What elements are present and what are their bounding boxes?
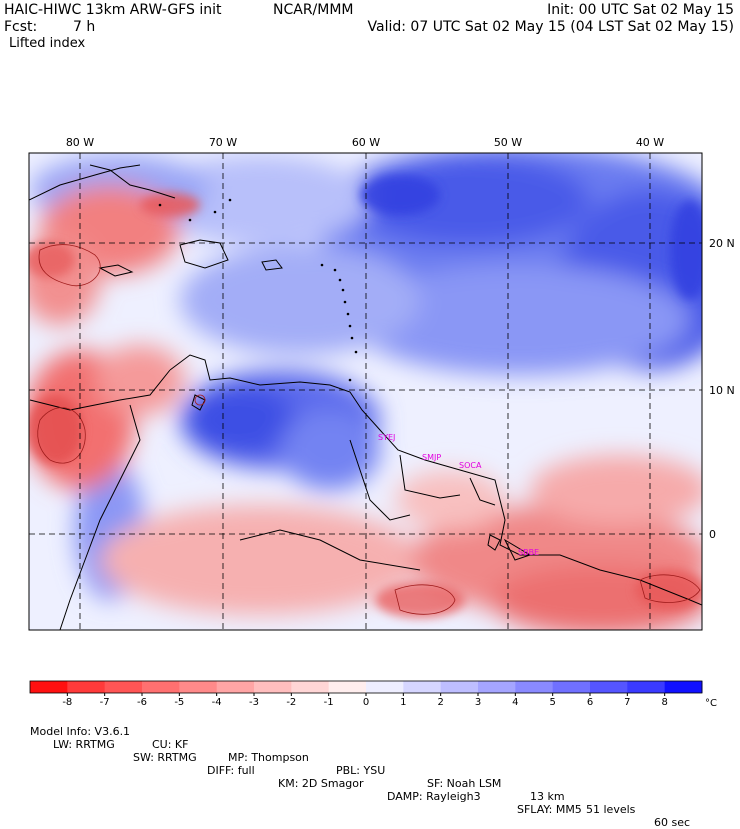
colorbar-tick-label: -6 <box>137 697 147 708</box>
footer-item: Model Info: V3.6.1 <box>30 725 131 738</box>
lon-label: 50 W <box>494 136 522 149</box>
organization-label: NCAR/MMM <box>273 2 354 18</box>
station-label: SOCA <box>459 461 482 470</box>
colorbar-tick-label: -7 <box>100 697 110 708</box>
colorbar-swatch <box>67 681 106 693</box>
lifted-index-map: 80 W 70 W 60 W 50 W 40 W 20 N 10 N 0 SYE… <box>28 136 735 709</box>
lon-label: 40 W <box>636 136 664 149</box>
station-label: SYEJ <box>378 433 395 442</box>
colorbar-swatch <box>515 681 554 693</box>
colorbar-swatch <box>216 681 255 693</box>
colorbar-swatch <box>179 681 218 693</box>
colorbar-tick-label: 6 <box>587 697 593 708</box>
footer-item: SFLAY: MM5 <box>517 803 582 816</box>
field-name: Lifted index <box>9 36 86 51</box>
footer-item: 51 levels <box>586 803 636 816</box>
model-info-line-2: LW: RRTMG SW: RRTMG DIFF: full KM: 2D Sm… <box>53 725 582 816</box>
colorbar: -8 -7 -6 -5 -4 -3 -2 -1 0 1 2 3 4 5 6 7 8 <box>29 680 703 708</box>
forecast-label: Fcst: <box>4 19 38 35</box>
footer-item: SF: Noah LSM <box>427 777 502 790</box>
lat-label: 10 N <box>709 384 735 397</box>
colorbar-swatch <box>552 681 591 693</box>
valid-time: Valid: 07 UTC Sat 02 May 15 (04 LST Sat … <box>367 19 734 35</box>
colorbar-swatch <box>30 681 68 693</box>
colorbar-tick-label: -5 <box>174 697 184 708</box>
colorbar-swatch <box>478 681 516 693</box>
forecast-hour: 7 h <box>73 19 96 35</box>
footer-item: SW: RRTMG <box>133 751 197 764</box>
footer-item: DIFF: full <box>207 764 255 777</box>
colorbar-tick-label: 5 <box>549 697 555 708</box>
colorbar-swatch <box>590 681 628 693</box>
footer-item: DAMP: Rayleigh3 <box>387 790 481 803</box>
colorbar-swatch <box>664 681 703 693</box>
colorbar-swatch <box>403 681 442 693</box>
colorbar-swatch <box>142 681 180 693</box>
colorbar-tick-label: 1 <box>400 697 406 708</box>
lon-label: 80 W <box>66 136 94 149</box>
model-info-line-1: Model Info: V3.6.1 CU: KF MP: Thompson P… <box>30 712 690 829</box>
colorbar-swatch <box>104 681 143 693</box>
graticule <box>29 153 702 630</box>
init-time: Init: 00 UTC Sat 02 May 15 <box>547 2 734 18</box>
model-title: HAIC-HIWC 13km ARW-GFS init <box>4 2 222 18</box>
colorbar-unit: °C <box>705 698 717 709</box>
footer-item: 60 sec <box>654 816 691 829</box>
station-label: SBBE <box>518 548 539 557</box>
colorbar-tick-label: -2 <box>286 697 296 708</box>
lat-label: 20 N <box>709 237 735 250</box>
colorbar-tick-label: 7 <box>624 697 630 708</box>
colorbar-swatch <box>366 681 404 693</box>
colorbar-tick-label: -8 <box>62 697 72 708</box>
footer-item: KM: 2D Smagor <box>278 777 364 790</box>
colorbar-swatch <box>291 681 330 693</box>
colorbar-tick-label: 2 <box>437 697 443 708</box>
lon-label: 60 W <box>352 136 380 149</box>
lon-label: 70 W <box>209 136 237 149</box>
colorbar-tick-label: -3 <box>249 697 259 708</box>
colorbar-tick-label: -1 <box>324 697 334 708</box>
contour-lines <box>37 244 701 615</box>
colorbar-swatch <box>440 681 479 693</box>
colorbar-swatch <box>328 681 367 693</box>
colorbar-tick-label: 0 <box>363 697 369 708</box>
footer-item: PBL: YSU <box>336 764 386 777</box>
colorbar-tick-label: 4 <box>512 697 518 708</box>
footer-item: 13 km <box>530 790 565 803</box>
colorbar-tick-label: 8 <box>661 697 667 708</box>
colorbar-swatch <box>254 681 292 693</box>
field-shading <box>29 153 702 630</box>
islands <box>158 198 358 382</box>
colorbar-swatch <box>627 681 666 693</box>
footer-item: MP: Thompson <box>228 751 309 764</box>
station-label: SMJP <box>422 453 441 462</box>
map-frame <box>28 152 703 631</box>
colorbar-tick-label: 3 <box>475 697 481 708</box>
lat-label: 0 <box>709 528 716 541</box>
colorbar-tick-label: -4 <box>212 697 222 708</box>
